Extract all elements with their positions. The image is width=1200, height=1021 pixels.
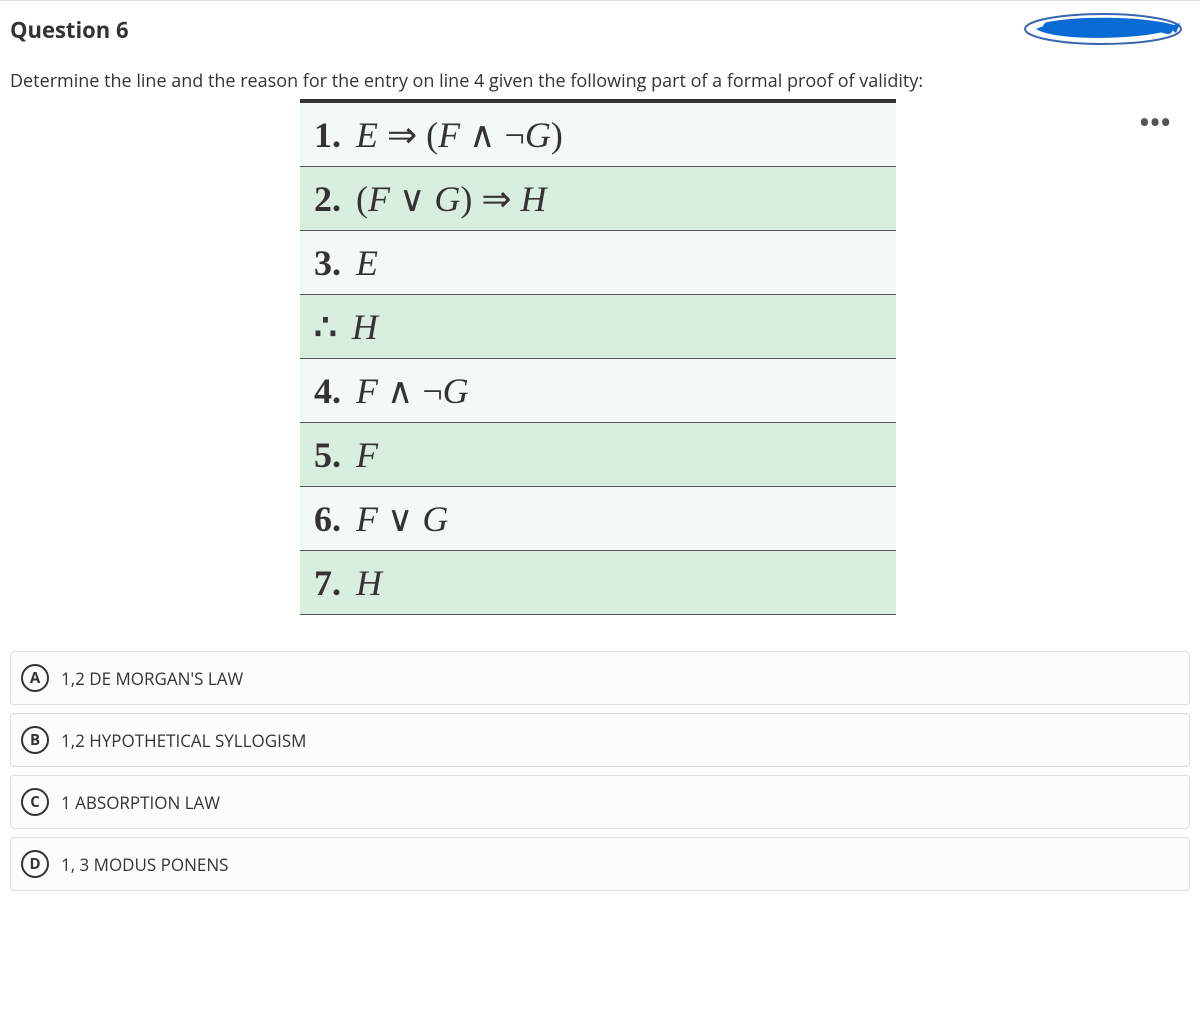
option-letter: B: [21, 726, 49, 754]
proof-line-expression: H: [352, 307, 378, 347]
answer-option[interactable]: B 1,2 HYPOTHETICAL SYLLOGISM: [10, 713, 1190, 767]
proof-line: 4. F ∧ ¬G: [300, 359, 896, 423]
proof-line: 3. E: [300, 231, 896, 295]
answer-options: A 1,2 DE MORGAN'S LAW B 1,2 HYPOTHETICAL SY…: [10, 651, 1190, 891]
option-text: 1 ABSORPTION LAW: [61, 791, 220, 814]
proof-line-number: 7.: [314, 563, 350, 603]
proof-line-number: 6.: [314, 499, 350, 539]
answer-option[interactable]: A 1,2 DE MORGAN'S LAW: [10, 651, 1190, 705]
answer-option[interactable]: D 1, 3 MODUS PONENS: [10, 837, 1190, 891]
more-options-icon[interactable]: •••: [1140, 107, 1172, 137]
proof-line: ∴ H: [300, 295, 896, 359]
proof-line-expression: H: [356, 563, 382, 603]
proof-line-number: 4.: [314, 371, 350, 411]
proof-line-number: ∴: [314, 307, 346, 347]
proof-line-number: 3.: [314, 243, 350, 283]
proof-line-number: 1.: [314, 115, 350, 155]
proof-line-expression: F: [356, 435, 378, 475]
question-container: Question 6 Determine the line and the re…: [0, 0, 1200, 909]
answer-option[interactable]: C 1 ABSORPTION LAW: [10, 775, 1190, 829]
option-text: 1, 3 MODUS PONENS: [61, 853, 228, 876]
proof-line: 7. H: [300, 551, 896, 615]
proof-line: 5. F: [300, 423, 896, 487]
proof-line-number: 2.: [314, 179, 350, 219]
question-title: Question 6: [10, 15, 1190, 45]
option-letter: C: [21, 788, 49, 816]
option-text: 1,2 DE MORGAN'S LAW: [61, 667, 243, 690]
question-prompt: Determine the line and the reason for th…: [10, 69, 1190, 93]
proof-line: 1. E ⇒ (F ∧ ¬G): [300, 103, 896, 167]
proof-area: ••• 1. E ⇒ (F ∧ ¬G)2. (F ∨ G) ⇒ H3. E∴ H…: [10, 99, 1190, 615]
proof-line-expression: E ⇒ (F ∧ ¬G): [356, 115, 563, 155]
proof-line: 6. F ∨ G: [300, 487, 896, 551]
proof-line: 2. (F ∨ G) ⇒ H: [300, 167, 896, 231]
option-letter: A: [21, 664, 49, 692]
option-letter: D: [21, 850, 49, 878]
proof-table: 1. E ⇒ (F ∧ ¬G)2. (F ∨ G) ⇒ H3. E∴ H4. F…: [300, 99, 896, 615]
proof-line-expression: F ∧ ¬G: [356, 371, 469, 411]
option-text: 1,2 HYPOTHETICAL SYLLOGISM: [61, 729, 306, 752]
proof-line-expression: F ∨ G: [356, 499, 448, 539]
proof-line-number: 5.: [314, 435, 350, 475]
redaction-scribble: [1018, 9, 1188, 49]
proof-line-expression: E: [356, 243, 378, 283]
proof-line-expression: (F ∨ G) ⇒ H: [356, 179, 547, 219]
